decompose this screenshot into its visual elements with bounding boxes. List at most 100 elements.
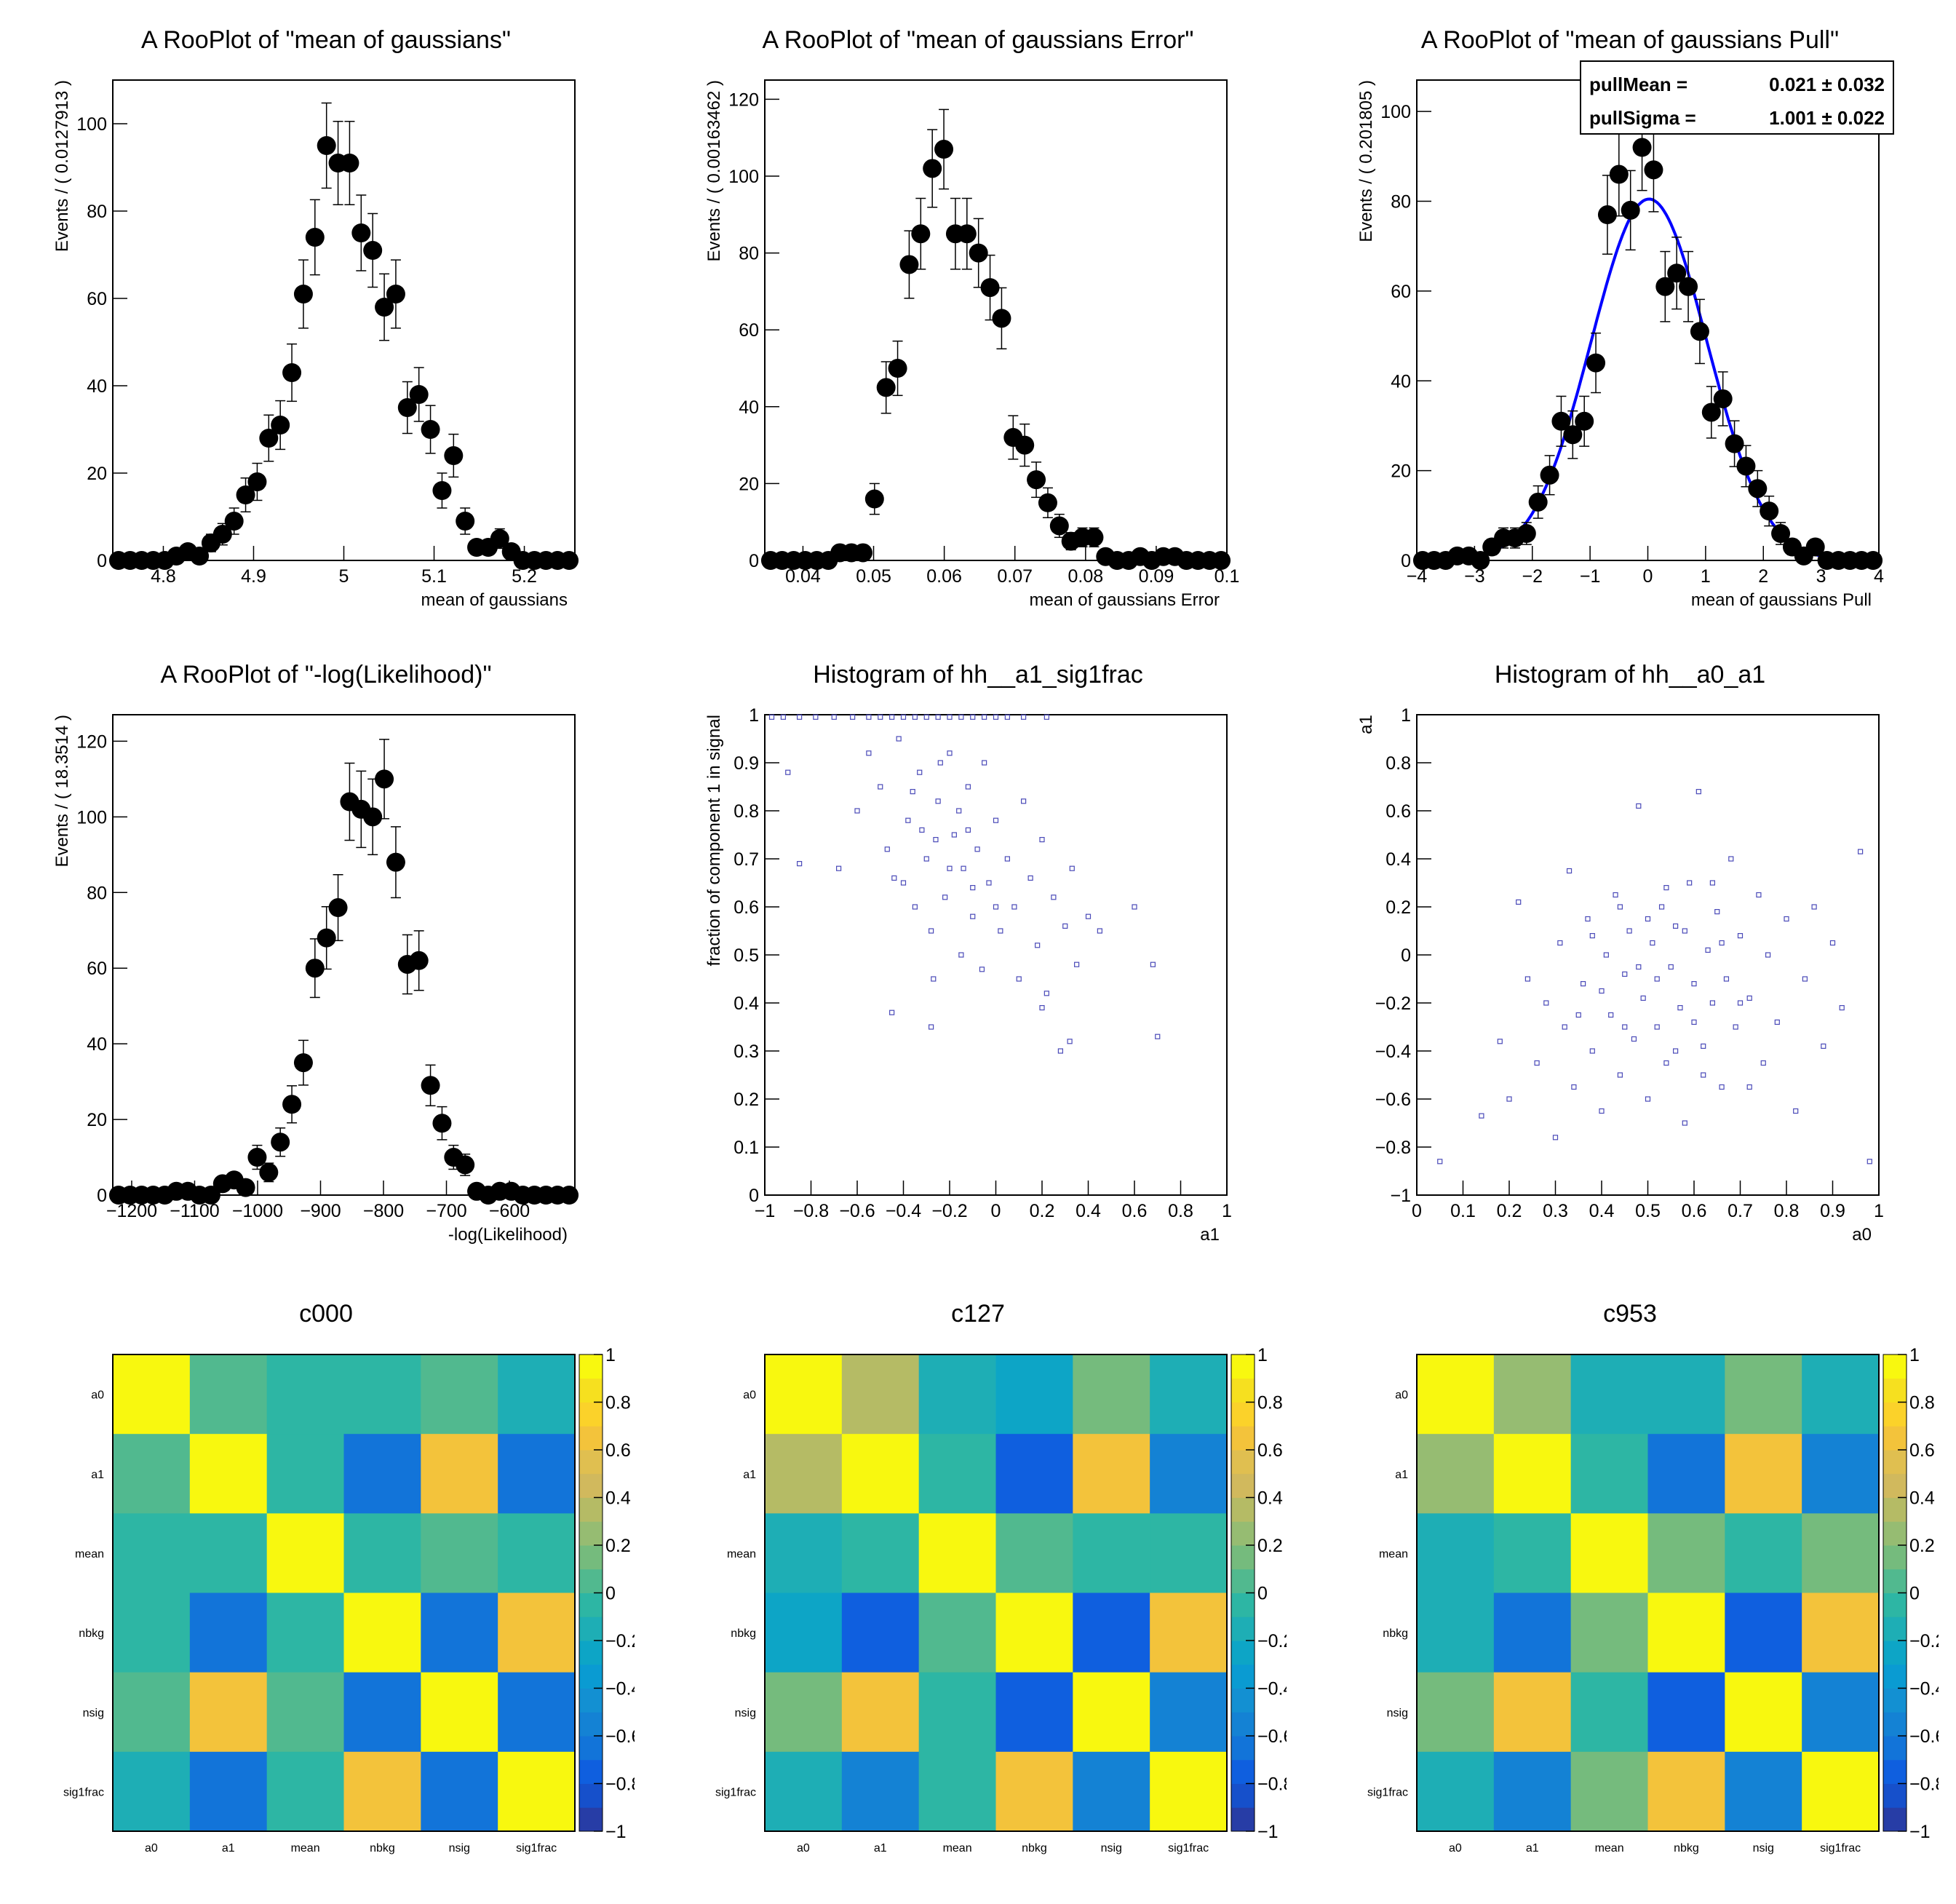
matrix-cell	[189, 1592, 268, 1673]
data-point	[409, 385, 429, 404]
hist2d-bin	[965, 827, 971, 833]
data-point	[1655, 277, 1675, 296]
y-label: nbkg	[79, 1627, 104, 1640]
colorbar-tick-label: −0.4	[1909, 1679, 1945, 1699]
matrix-cell	[1725, 1592, 1802, 1673]
data-point	[1049, 516, 1069, 536]
y-label: a1	[743, 1469, 756, 1481]
colorbar-bin	[1231, 1473, 1255, 1498]
matrix-cell	[841, 1434, 920, 1514]
hist2d-bin	[982, 760, 987, 766]
hist2d-bin	[1687, 880, 1693, 886]
matrix-cell	[995, 1672, 1073, 1753]
data-point	[456, 1155, 475, 1175]
hist2d-bin	[961, 865, 966, 871]
hist2d-bin	[1802, 976, 1808, 982]
hist2d-bin	[1051, 895, 1057, 900]
x-label: a0	[1449, 1842, 1462, 1855]
colorbar-tick-label: 1	[605, 1345, 616, 1365]
hist2d-bin	[1737, 1000, 1744, 1006]
data-point	[1528, 492, 1548, 512]
hist2d-bin	[919, 827, 925, 833]
matrix-cell	[421, 1672, 498, 1753]
hist2d-bin	[1603, 952, 1609, 958]
data-point	[934, 140, 954, 159]
hist2d-bin	[1479, 1113, 1484, 1119]
matrix-cell	[995, 1434, 1073, 1514]
matrix-cell	[995, 1592, 1073, 1673]
colorbar-tick-label: 1	[1909, 1345, 1920, 1365]
hist2d-bin	[1497, 1039, 1503, 1044]
colorbar-labels: 1 0.8 0.6 0.4 0.2 0 −0.2 −0.4 −0.6 −0.8 −1	[594, 1345, 635, 1842]
matrix-cell	[113, 1513, 191, 1593]
colorbar-tick-label: 0.6	[1257, 1440, 1283, 1461]
matrix-cell	[841, 1354, 920, 1435]
hist2d-bin	[1733, 1024, 1738, 1030]
colorbar-tick-label: 0.4	[1909, 1488, 1935, 1509]
matrix-cell	[1570, 1751, 1648, 1832]
matrix-cell	[343, 1751, 421, 1832]
data-point	[224, 512, 244, 531]
hist2d-bin	[1691, 1019, 1697, 1026]
colorbar-tick-label: 0	[1257, 1584, 1268, 1604]
hist2d-bin	[1654, 976, 1660, 982]
hist2d-bin	[1016, 976, 1022, 982]
plot-nll: A RooPlot of "-log(Likelihood)" −1200 −110…	[0, 635, 652, 1269]
chart-title: A RooPlot of "mean of gaussians Error"	[763, 26, 1194, 54]
hist2d-bin	[831, 714, 837, 720]
matrix-cell	[1802, 1354, 1880, 1435]
colorbar-bin	[1231, 1354, 1255, 1379]
x-axis-title: mean of gaussians Pull	[1691, 590, 1872, 610]
data-point	[432, 1114, 452, 1133]
colorbar-tick-label: −0.4	[1257, 1679, 1293, 1699]
colorbar-tick-label: 0.2	[605, 1536, 631, 1556]
data-point	[1690, 322, 1709, 341]
colorbar-bin	[579, 1378, 603, 1403]
hist2d-bin	[1516, 899, 1522, 905]
stats-value: 0.021 ± 0.032	[1769, 74, 1885, 95]
data-point	[386, 852, 405, 872]
matrix-cell	[1150, 1592, 1228, 1673]
colorbar-bin	[579, 1664, 603, 1689]
matrix-cell	[1493, 1513, 1572, 1593]
stats-label: pullMean =	[1589, 74, 1687, 95]
hist2d-bin	[1645, 1096, 1651, 1102]
hist2d-bin	[1821, 1043, 1826, 1050]
colorbar-bin	[1883, 1545, 1907, 1570]
hist2d-bin	[965, 784, 971, 790]
hist2d-bin	[1719, 1084, 1725, 1090]
y-tick-label: 60	[739, 320, 759, 341]
chart-title: Histogram of hh__a0_a1	[1495, 661, 1765, 689]
x-tick-label: 0.1	[1450, 1201, 1476, 1221]
y-label: a0	[743, 1389, 756, 1402]
hist2d-bin	[1746, 995, 1752, 1001]
matrix-cell	[1725, 1434, 1802, 1514]
data-point	[421, 1076, 440, 1095]
hist2d-bin	[1677, 1005, 1683, 1011]
data-point	[247, 472, 267, 491]
correlation-c127: c127 a0 a0 a1 a1 mean mean nbkg nbkg nsig nsig sig1…	[652, 1269, 1304, 1904]
matrix-cell	[266, 1592, 344, 1673]
matrix-cell	[841, 1513, 920, 1593]
colorbar-bin	[579, 1641, 603, 1665]
plot-mean-of-gaussians: A RooPlot of "mean of gaussians" 4.8 4.9 5 5…	[0, 0, 652, 635]
matrix-cell	[1802, 1434, 1880, 1514]
colorbar-tick-label: −0.2	[1257, 1631, 1293, 1651]
colorbar-bin	[579, 1545, 603, 1570]
colorbar-tick-label: 0.8	[1257, 1393, 1283, 1413]
colorbar-bin	[1883, 1664, 1907, 1689]
hist2d-bin	[1011, 904, 1017, 910]
matrix-cell	[1073, 1434, 1150, 1514]
hist2d-bin	[1622, 1024, 1628, 1030]
colorbar-bin	[1883, 1783, 1907, 1808]
y-tick-label: −1	[1390, 1186, 1411, 1206]
y-tick-label: −0.8	[1375, 1138, 1411, 1158]
chart-title: Histogram of hh__a1_sig1frac	[813, 661, 1143, 689]
matrix-cell	[1647, 1513, 1725, 1593]
y-label: a1	[1395, 1469, 1408, 1481]
y-tick-label: 0.2	[1386, 897, 1411, 918]
hist2d-bin	[970, 913, 976, 919]
data-point	[293, 285, 313, 304]
data-point	[864, 489, 884, 509]
y-tick-label: 20	[739, 474, 759, 494]
